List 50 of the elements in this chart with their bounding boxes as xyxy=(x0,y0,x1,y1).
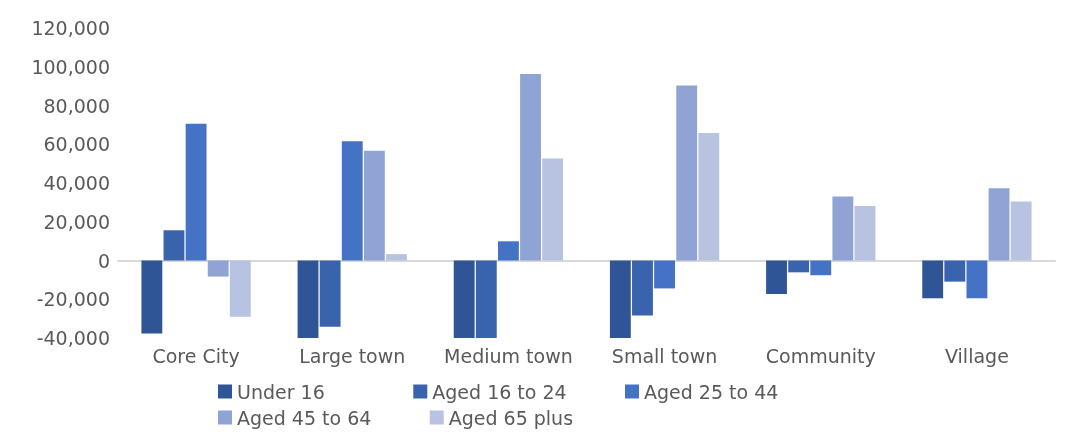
bar xyxy=(922,260,944,299)
y-tick-label: 20,000 xyxy=(43,210,110,233)
bar xyxy=(141,260,163,334)
legend-label: Aged 25 to 44 xyxy=(643,380,833,403)
bar xyxy=(542,158,564,261)
legend-label: Aged 45 to 64 xyxy=(237,406,426,429)
x-tick-label: Small town xyxy=(611,344,718,367)
bar xyxy=(1010,201,1032,261)
bar xyxy=(297,260,319,338)
x-tick-label: Village xyxy=(945,344,1009,367)
y-tick-label: 40,000 xyxy=(43,172,110,194)
y-tick-label: 60,000 xyxy=(43,133,110,156)
bar xyxy=(654,260,676,289)
legend-label: Aged 16 to 24 xyxy=(432,380,621,403)
bar xyxy=(229,260,251,317)
bar xyxy=(676,85,698,261)
bar xyxy=(944,260,966,282)
bar xyxy=(609,260,631,338)
bar xyxy=(497,241,519,261)
x-tick-label: Core City xyxy=(152,344,240,367)
bar xyxy=(163,230,185,261)
bar xyxy=(832,196,854,261)
bar xyxy=(520,73,541,261)
bar xyxy=(966,260,988,299)
bar xyxy=(207,260,229,277)
bar xyxy=(185,123,207,261)
y-tick-label: 0 xyxy=(97,249,110,272)
bar xyxy=(698,133,720,261)
bar xyxy=(475,260,497,338)
x-tick-label: Medium town xyxy=(444,344,573,367)
bar xyxy=(766,260,787,295)
y-tick-label: 120,000 xyxy=(31,17,110,39)
legend-label: Aged 65 plus xyxy=(448,406,634,429)
bar xyxy=(319,260,341,327)
x-tick-label: Large town xyxy=(299,344,406,367)
legend-label: Under 16 xyxy=(237,380,410,403)
bar xyxy=(632,260,653,316)
bar xyxy=(341,141,363,261)
bar xyxy=(453,260,475,338)
y-tick-label: -40,000 xyxy=(36,327,110,349)
bar xyxy=(363,150,385,261)
y-tick-label: 80,000 xyxy=(43,94,110,117)
bar xyxy=(386,254,407,261)
y-tick-label: 100,000 xyxy=(31,55,110,78)
bar xyxy=(854,206,876,261)
bar xyxy=(788,260,810,273)
bar xyxy=(988,188,1010,261)
bar xyxy=(810,260,832,276)
x-tick-label: Community xyxy=(765,344,876,367)
y-tick-label: -20,000 xyxy=(36,288,110,311)
